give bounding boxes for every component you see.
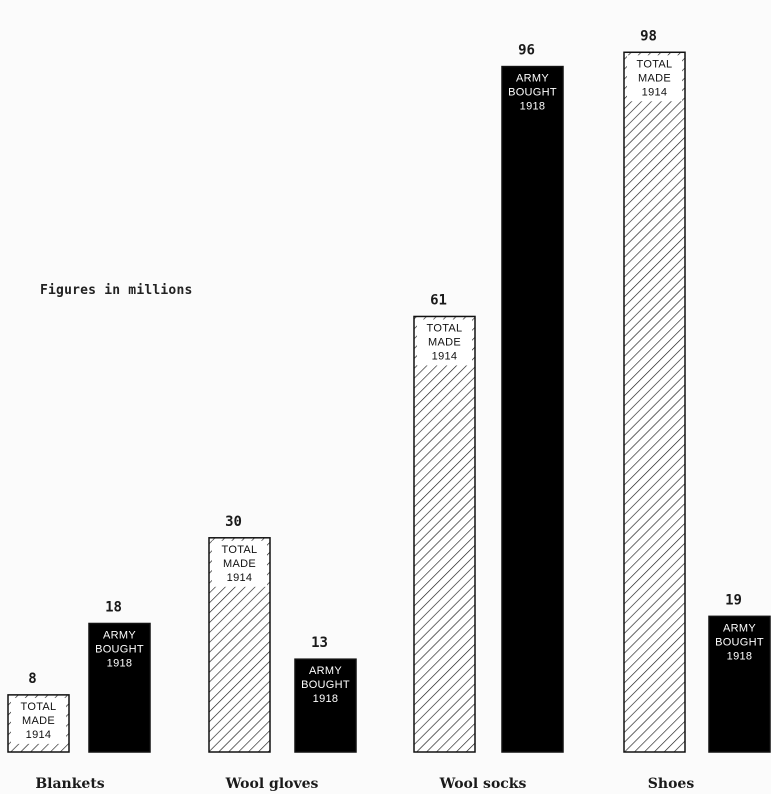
- bar-inner-label: MADE: [428, 336, 461, 348]
- bar-inner-label: 1914: [227, 572, 253, 584]
- value-label-wool-gloves-total-made: 30: [225, 514, 242, 530]
- bar-inner-label: ARMY: [309, 665, 342, 677]
- bar-label-bg: [11, 697, 66, 744]
- bar-inner-label: 1914: [26, 729, 52, 741]
- bar-inner-label: 1918: [727, 650, 753, 662]
- bar-inner-label: BOUGHT: [715, 636, 764, 648]
- value-label-wool-socks-total-made: 61: [430, 292, 447, 308]
- bar-inner-label: 1918: [313, 693, 339, 705]
- units-note: Figures in millions: [40, 283, 193, 298]
- bar-inner-label: 1914: [642, 86, 668, 98]
- category-label-wool-socks: Wool socks: [439, 776, 527, 792]
- bar-inner-label: TOTAL: [222, 544, 258, 556]
- value-label-wool-socks-army-bought: 96: [518, 43, 535, 59]
- bar-inner-label: 1914: [432, 350, 458, 362]
- bar-inner-label: ARMY: [103, 629, 136, 641]
- bar-inner-label: ARMY: [723, 622, 756, 634]
- bar-inner-label: BOUGHT: [301, 679, 350, 691]
- bar-inner-label: TOTAL: [21, 701, 57, 713]
- value-label-blankets-total-made: 8: [28, 671, 36, 687]
- bar-shoes-total-made: [623, 51, 686, 753]
- category-label-shoes: Shoes: [648, 776, 695, 792]
- bar-label-bg: [627, 55, 682, 102]
- bar-inner-label: ARMY: [516, 73, 549, 85]
- bar-label-bg: [212, 540, 267, 587]
- bar-wool-socks-total-made: [413, 315, 476, 753]
- bar-inner-label: MADE: [22, 715, 55, 727]
- bar-inner-label: 1918: [107, 657, 133, 669]
- bar-shoes-army-bought: [708, 615, 771, 753]
- bar-wool-socks-army-bought: [501, 65, 564, 753]
- category-label-blankets: Blankets: [35, 776, 104, 792]
- bar-inner-label: TOTAL: [427, 322, 463, 334]
- value-label-wool-gloves-army-bought: 13: [311, 635, 328, 651]
- bar-wool-gloves-army-bought: [294, 658, 357, 753]
- category-label-wool-gloves: Wool gloves: [225, 776, 319, 792]
- bar-inner-label: BOUGHT: [508, 87, 557, 99]
- bar-inner-label: MADE: [638, 72, 671, 84]
- bar-inner-label: 1918: [520, 101, 546, 113]
- bar-label-bg: [417, 319, 472, 366]
- bar-blankets-army-bought: [88, 622, 151, 753]
- value-label-shoes-army-bought: 19: [725, 592, 742, 608]
- value-label-shoes-total-made: 98: [640, 28, 657, 44]
- bar-inner-label: TOTAL: [637, 58, 673, 70]
- bar-inner-label: BOUGHT: [95, 643, 144, 655]
- value-label-blankets-army-bought: 18: [105, 599, 122, 615]
- bar-inner-label: MADE: [223, 558, 256, 570]
